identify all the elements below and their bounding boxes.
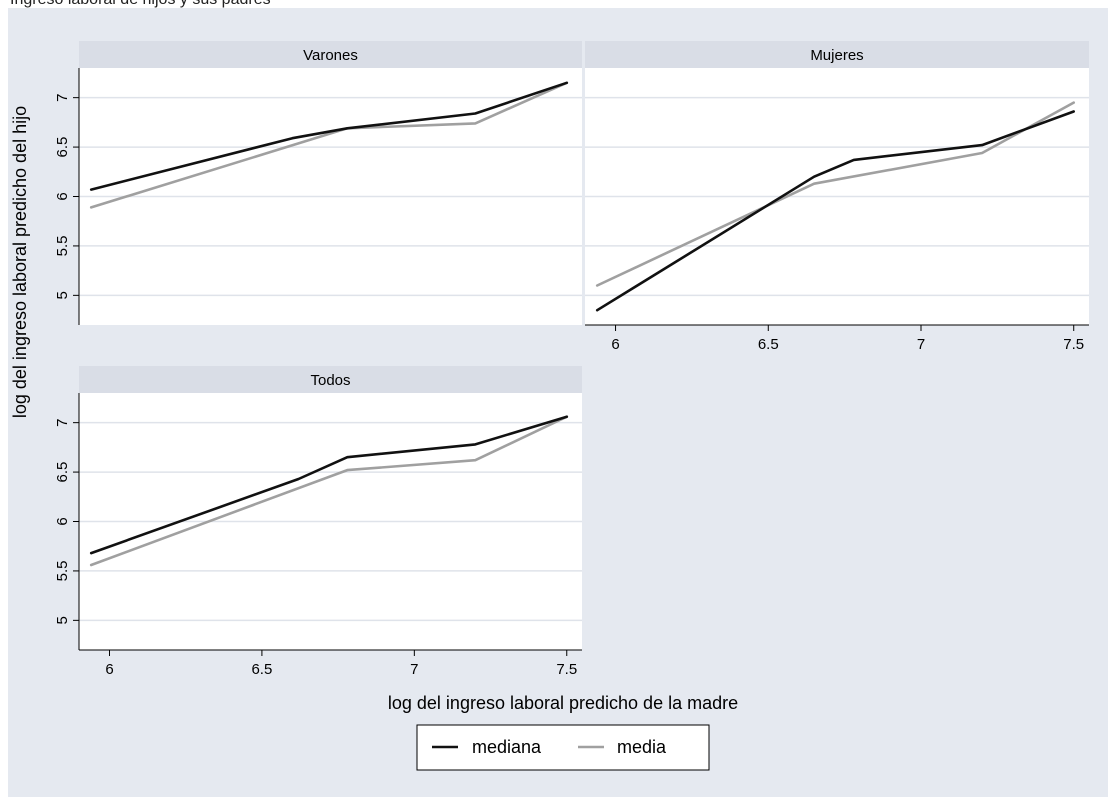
x-tick-label: 7 (410, 661, 418, 678)
legend-label-media: media (617, 737, 667, 757)
y-tick-label: 6.5 (54, 462, 71, 483)
y-tick-label: 7 (54, 93, 71, 101)
x-tick-label: 6.5 (251, 661, 272, 678)
x-tick-label: 6 (611, 336, 619, 353)
x-tick-label: 7.5 (556, 661, 577, 678)
panel-title: Varones (303, 47, 358, 64)
y-tick-label: 5 (54, 291, 71, 299)
chart-caption: Ingreso laboral de hijos y sus padres (10, 0, 271, 9)
y-tick-label: 5.5 (54, 235, 71, 256)
y-tick-label: 7 (54, 418, 71, 426)
x-axis-label: log del ingreso laboral predicho de la m… (388, 693, 738, 713)
panel-strip (79, 41, 582, 68)
y-tick-label: 6 (54, 517, 71, 525)
legend-box (416, 724, 710, 771)
y-axis-label: log del ingreso laboral predicho del hij… (10, 106, 30, 418)
x-tick-label: 6 (105, 661, 113, 678)
x-tick-label: 7 (917, 336, 925, 353)
x-tick-label: 7.5 (1063, 336, 1084, 353)
y-tick-label: 6.5 (54, 137, 71, 158)
series-line-mediana (89, 81, 569, 191)
panel-varones: Varones 5 5.5 6 6.5 7 (54, 41, 582, 325)
x-tick-label: 6.5 (758, 336, 779, 353)
panel-strip (79, 366, 582, 393)
series-line-mediana (89, 415, 569, 555)
series-line-media (89, 415, 569, 567)
series-line-mediana (595, 110, 1075, 312)
y-tick-label: 5 (54, 616, 71, 624)
panel-mujeres: Mujeres 6 6.5 7 7.5 (585, 41, 1089, 353)
legend-label-mediana: mediana (472, 737, 542, 757)
legend: mediana media (416, 724, 710, 771)
panel-strip (585, 41, 1089, 68)
series-line-media (89, 81, 569, 209)
panel-title: Mujeres (810, 47, 863, 64)
y-tick-label: 6 (54, 192, 71, 200)
panel-title: Todos (310, 372, 350, 389)
y-tick-label: 5.5 (54, 560, 71, 581)
panel-todos: Todos 5 5.5 6 6.5 7 6 6.5 7 7.5 (54, 366, 582, 678)
